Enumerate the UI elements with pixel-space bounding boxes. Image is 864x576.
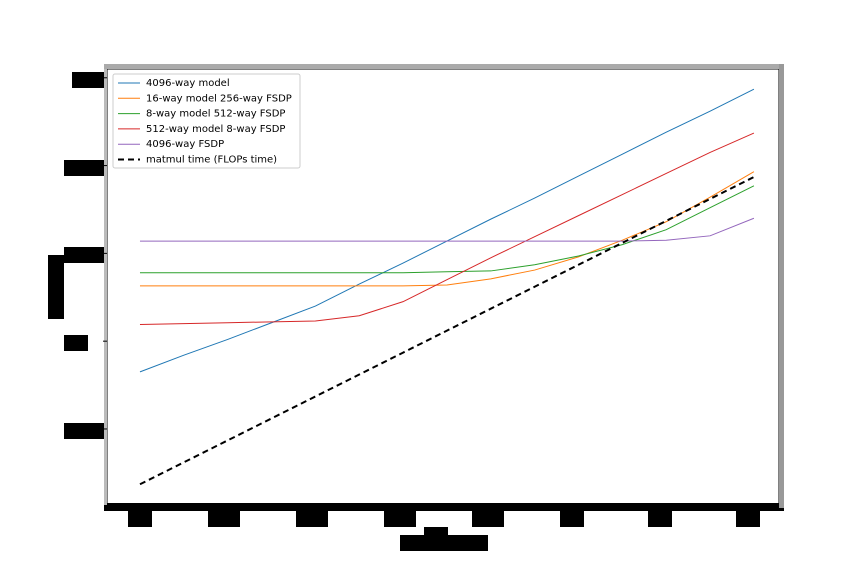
frame-top	[104, 64, 784, 69]
series-line	[139, 171, 755, 287]
series-line	[139, 217, 755, 242]
frame-right	[779, 64, 784, 508]
legend-box	[112, 73, 301, 169]
legend: 4096-way model 16-way model 256-way FSDP 8…	[112, 73, 301, 169]
frame-left	[104, 69, 107, 505]
obscured-labels	[48, 72, 784, 551]
series-line	[139, 185, 755, 274]
legend-label: matmul time (FLOPs time)	[146, 155, 277, 166]
series-line	[139, 132, 755, 325]
legend-label: 512-way model 8-way FSDP	[146, 124, 285, 135]
series-line	[139, 176, 755, 486]
legend-label: 4096-way FSDP	[146, 139, 224, 150]
legend-label: 4096-way model	[146, 78, 230, 89]
legend-label: 16-way model 256-way FSDP	[146, 93, 292, 104]
legend-label: 8-way model 512-way FSDP	[146, 109, 285, 120]
